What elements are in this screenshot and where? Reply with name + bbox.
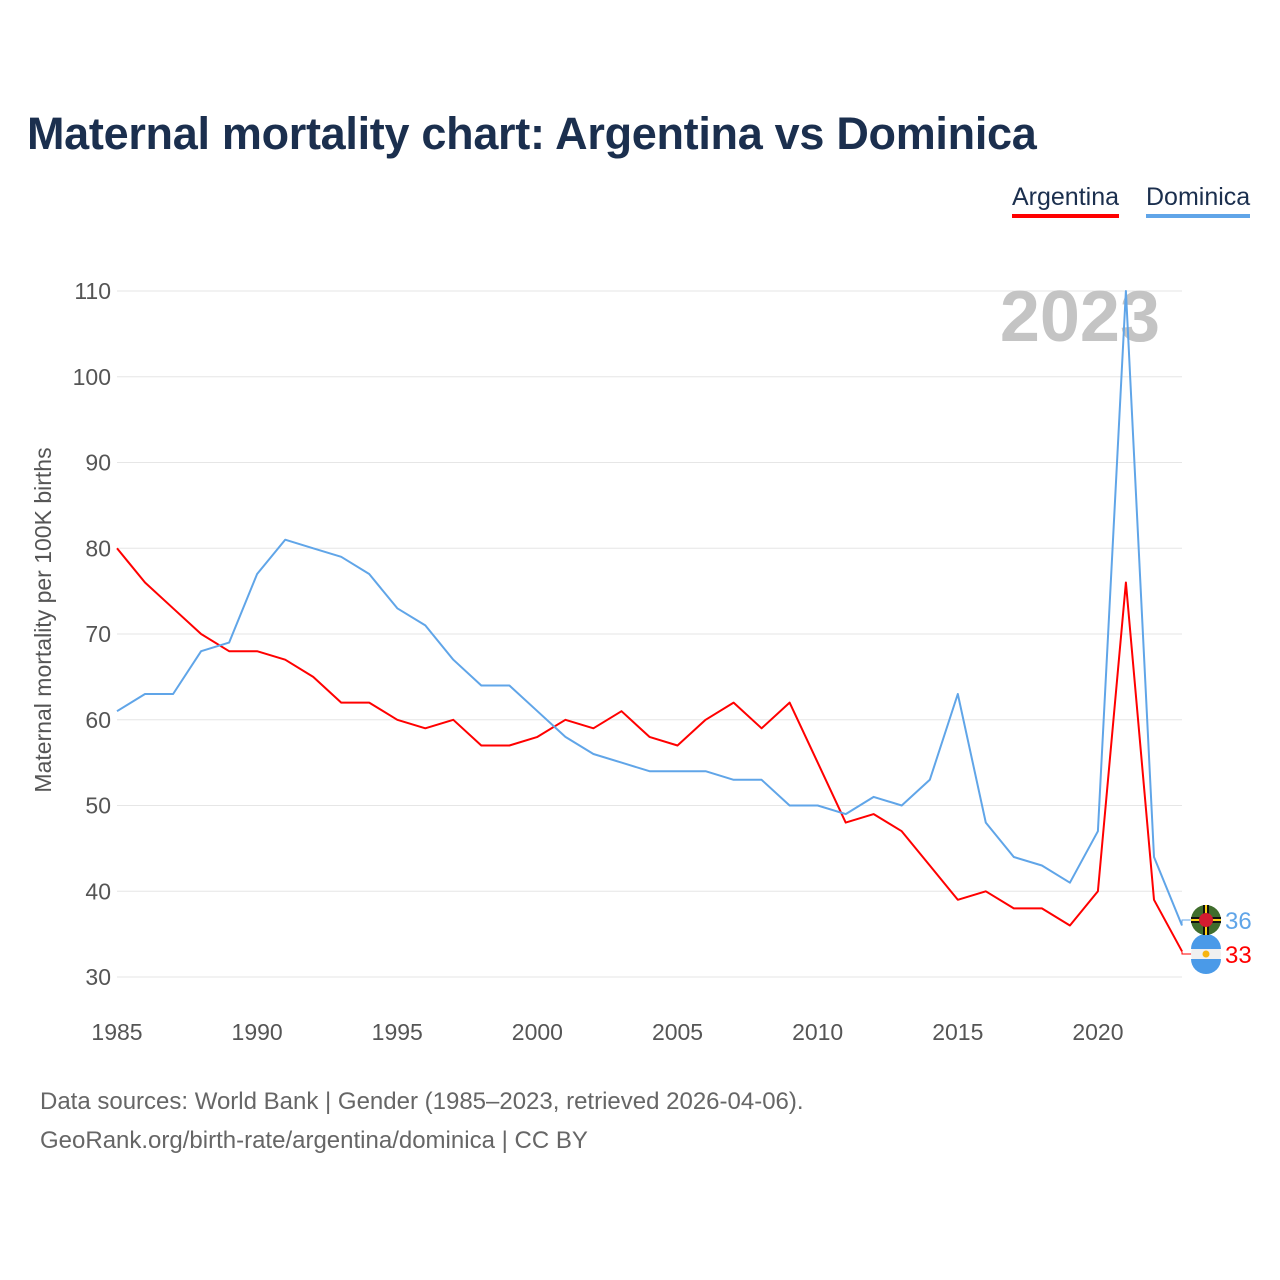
x-tick-label: 2010: [792, 1019, 843, 1045]
series-line-dominica: [116, 290, 1183, 926]
x-tick-label: 2000: [512, 1019, 563, 1045]
y-tick-label: 30: [85, 964, 111, 990]
x-tick-label: 2005: [652, 1019, 703, 1045]
argentina-flag-icon: [1191, 934, 1221, 974]
x-tick-label: 1990: [232, 1019, 283, 1045]
x-tick-label: 2020: [1072, 1019, 1123, 1045]
end-value-label: 33: [1225, 942, 1252, 969]
y-tick-label: 70: [85, 621, 111, 647]
end-value-label: 36: [1225, 908, 1252, 935]
y-tick-label: 60: [85, 707, 111, 733]
footer-source: Data sources: World Bank | Gender (1985–…: [40, 1088, 804, 1115]
year-watermark: 2023: [1000, 277, 1160, 357]
y-tick-label: 80: [85, 535, 111, 561]
dominica-flag-icon: [1191, 905, 1221, 935]
y-tick-label: 90: [85, 450, 111, 476]
y-tick-label: 110: [74, 278, 111, 304]
legend-dominica[interactable]: Dominica: [1146, 183, 1251, 218]
x-tick-label: 1995: [372, 1019, 423, 1045]
y-axis-label: Maternal mortality per 100K births: [30, 447, 56, 792]
x-tick-label: 1985: [91, 1019, 142, 1045]
legend-argentina[interactable]: Argentina: [1012, 183, 1120, 218]
end-connector: [1181, 919, 1192, 926]
end-connector: [1181, 951, 1192, 955]
y-tick-label: 50: [85, 793, 111, 819]
series-line-argentina: [116, 547, 1183, 952]
chart-title: Maternal mortality chart: Argentina vs D…: [27, 108, 1037, 159]
x-tick-label: 2015: [932, 1019, 983, 1045]
y-tick-label: 40: [85, 878, 111, 904]
y-tick-label: 100: [73, 364, 111, 390]
footer-url[interactable]: GeoRank.org/birth-rate/argentina/dominic…: [40, 1127, 588, 1154]
